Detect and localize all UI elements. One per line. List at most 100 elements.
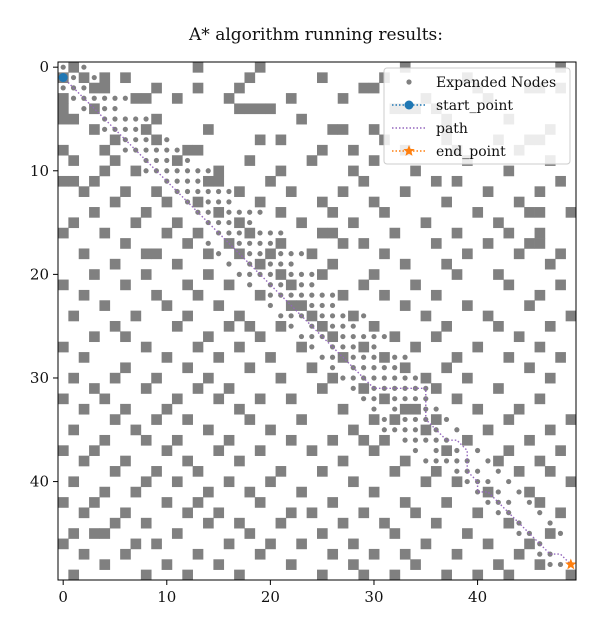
obstacle-cell xyxy=(327,548,339,560)
obstacle-cell xyxy=(203,486,214,498)
expanded-node xyxy=(464,478,470,485)
expanded-node xyxy=(392,385,398,391)
obstacle-cell xyxy=(472,569,484,581)
obstacle-cell xyxy=(265,538,276,550)
expanded-node xyxy=(516,530,522,536)
expanded-node xyxy=(443,416,450,423)
expanded-node xyxy=(91,85,97,91)
obstacle-cell xyxy=(254,134,266,146)
obstacle-cell xyxy=(441,569,452,581)
expanded-node xyxy=(371,406,377,412)
obstacle-cell xyxy=(493,559,504,570)
obstacle-cell xyxy=(482,424,494,436)
obstacle-cell xyxy=(451,476,463,488)
obstacle-cell xyxy=(399,258,411,270)
expanded-node xyxy=(174,157,180,164)
obstacle-cell xyxy=(430,517,442,529)
plot-frame xyxy=(57,61,577,581)
expanded-node xyxy=(309,313,315,319)
y-tick-label: 20 xyxy=(30,265,49,283)
expanded-node xyxy=(288,261,294,267)
obstacle-cell xyxy=(430,466,442,477)
obstacle-cell xyxy=(171,393,183,405)
expanded-node xyxy=(257,292,263,298)
expanded-node xyxy=(81,64,87,70)
expanded-node xyxy=(267,292,273,298)
obstacle-cell xyxy=(140,269,152,280)
obstacle-cell xyxy=(389,466,401,477)
expanded-node xyxy=(257,230,263,236)
expanded-node xyxy=(195,178,201,184)
markers-layer xyxy=(58,73,577,570)
obstacle-cell xyxy=(555,175,566,187)
obstacle-cell xyxy=(89,207,100,218)
obstacle-cell xyxy=(441,258,452,270)
obstacle-cell xyxy=(234,569,245,581)
expanded-node xyxy=(205,209,211,215)
obstacle-cell xyxy=(368,269,380,280)
obstacle-cell xyxy=(462,372,473,384)
obstacle-cell xyxy=(337,186,349,197)
obstacle-cell xyxy=(399,362,411,374)
expanded-node xyxy=(423,427,429,433)
expanded-node xyxy=(412,375,419,381)
obstacle-cell xyxy=(275,517,287,529)
expanded-node xyxy=(454,468,460,474)
obstacle-cell xyxy=(203,248,214,260)
obstacle-cell xyxy=(234,341,245,353)
obstacle-cell xyxy=(171,321,183,332)
expanded-node xyxy=(433,437,439,443)
expanded-node xyxy=(309,292,315,298)
expanded-node xyxy=(319,302,325,309)
obstacle-cell xyxy=(285,186,297,197)
expanded-node xyxy=(247,230,253,236)
expanded-node xyxy=(195,199,201,205)
obstacle-cell xyxy=(358,383,370,394)
obstacle-cell xyxy=(161,403,173,415)
obstacle-cell xyxy=(223,279,235,291)
obstacle-cell xyxy=(503,445,515,456)
expanded-node xyxy=(143,116,149,122)
expanded-node xyxy=(215,188,222,195)
obstacle-cell xyxy=(182,310,193,322)
expanded-node xyxy=(350,354,356,360)
expanded-node xyxy=(495,510,501,516)
obstacle-cell xyxy=(182,414,193,425)
expanded-node xyxy=(288,271,294,277)
expanded-node xyxy=(547,520,553,526)
obstacle-cell xyxy=(389,569,401,581)
obstacle-cell xyxy=(161,300,173,311)
obstacle-cell xyxy=(68,528,80,539)
obstacle-cell xyxy=(430,331,442,343)
obstacle-cell xyxy=(441,362,452,374)
expanded-node xyxy=(392,354,398,360)
obstacle-cell xyxy=(151,113,162,125)
obstacle-cell xyxy=(161,196,173,208)
obstacle-cell xyxy=(275,372,287,384)
expanded-node xyxy=(309,302,315,309)
obstacle-cell xyxy=(565,414,577,425)
expanded-node xyxy=(340,323,346,329)
obstacle-cell xyxy=(244,72,256,84)
obstacle-cell xyxy=(265,175,276,187)
obstacle-cell xyxy=(265,103,276,115)
obstacle-cell xyxy=(472,507,484,519)
obstacle-cell xyxy=(234,310,245,322)
obstacle-cell xyxy=(399,300,411,311)
expanded-node xyxy=(402,416,408,423)
expanded-node xyxy=(81,85,87,91)
expanded-node xyxy=(350,313,356,319)
obstacle-cell xyxy=(410,507,421,519)
legend-box xyxy=(383,67,571,165)
obstacle-cell xyxy=(109,466,121,477)
obstacle-cell xyxy=(513,403,525,415)
obstacle-cell xyxy=(244,528,256,539)
obstacle-cell xyxy=(58,279,69,291)
obstacle-cell xyxy=(306,445,318,456)
expanded-node xyxy=(340,292,346,298)
obstacle-cell xyxy=(213,445,225,456)
expanded-node xyxy=(267,271,273,277)
expanded-node xyxy=(91,74,97,81)
